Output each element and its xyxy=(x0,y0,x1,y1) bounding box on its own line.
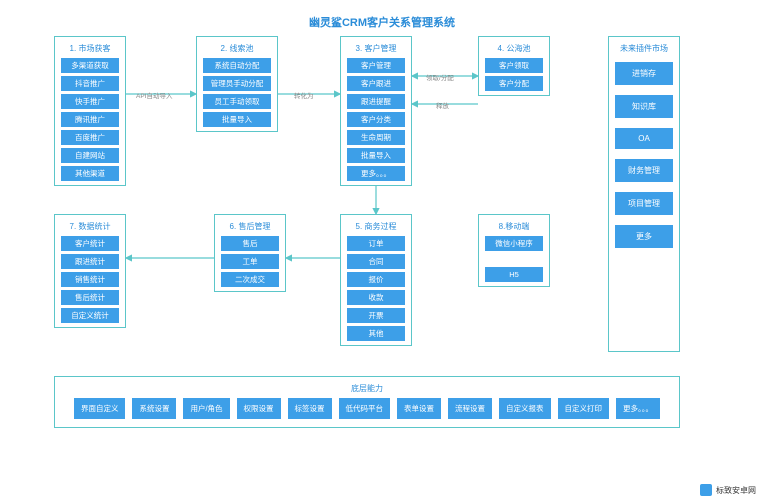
module-item: 订单 xyxy=(347,236,405,251)
module-title: 2. 线索池 xyxy=(203,43,271,54)
module-item: 微信小程序 xyxy=(485,236,543,251)
footer-logo-icon xyxy=(700,484,712,496)
edge-label: 领取/分配 xyxy=(426,72,454,82)
module-title: 未来插件市场 xyxy=(615,43,673,54)
capability-item: 界面自定义 xyxy=(74,398,126,419)
module-item: 生命周期 xyxy=(347,130,405,145)
module-item: 客户分类 xyxy=(347,112,405,127)
plugin-item: 财务管理 xyxy=(615,159,673,182)
edge-label: 释放 xyxy=(436,100,449,110)
module-item: 管理员手动分配 xyxy=(203,76,271,91)
module-item: 快手推广 xyxy=(61,94,119,109)
module-title: 8.移动端 xyxy=(485,221,543,232)
capability-item: 流程设置 xyxy=(448,398,492,419)
page-title: 幽灵鲨CRM客户关系管理系统 xyxy=(0,0,764,30)
module-item: 报价 xyxy=(347,272,405,287)
module-title: 7. 数据统计 xyxy=(61,221,119,232)
module-item: 自建网站 xyxy=(61,148,119,163)
footer: 标致安卓网 xyxy=(700,484,756,496)
module-item: 批量导入 xyxy=(347,148,405,163)
module-item: 多渠道获取 xyxy=(61,58,119,73)
module-title: 底层能力 xyxy=(65,383,669,394)
capability-item: 标签设置 xyxy=(288,398,332,419)
module-item: 抖音推广 xyxy=(61,76,119,91)
module-m4: 4. 公海池客户领取客户分配 xyxy=(478,36,550,96)
diagram-canvas: 1. 市场获客多渠道获取抖音推广快手推广腾讯推广百度推广自建网站其他渠道 2. 线… xyxy=(36,36,728,446)
module-item: 跟进提醒 xyxy=(347,94,405,109)
module-item: 其他 xyxy=(347,326,405,341)
module-item: 开票 xyxy=(347,308,405,323)
capability-item: 表单设置 xyxy=(397,398,441,419)
capability-item: 用户/角色 xyxy=(183,398,229,419)
plugin-item: 知识库 xyxy=(615,95,673,118)
module-item: 其他渠道 xyxy=(61,166,119,181)
module-m1: 1. 市场获客多渠道获取抖音推广快手推广腾讯推广百度推广自建网站其他渠道 xyxy=(54,36,126,186)
module-title: 4. 公海池 xyxy=(485,43,543,54)
module-title: 5. 商务过程 xyxy=(347,221,405,232)
module-item: 客户领取 xyxy=(485,58,543,73)
module-item: 销售统计 xyxy=(61,272,119,287)
plugin-item: 项目管理 xyxy=(615,192,673,215)
module-item: 客户分配 xyxy=(485,76,543,91)
plugin-item: OA xyxy=(615,128,673,149)
module-item: 合同 xyxy=(347,254,405,269)
module-item: 跟进统计 xyxy=(61,254,119,269)
module-m8: 8.移动端微信小程序 H5 xyxy=(478,214,550,287)
module-item: 更多。。。 xyxy=(347,166,405,181)
module-m2: 2. 线索池系统自动分配管理员手动分配员工手动领取批量导入 xyxy=(196,36,278,132)
capability-item: 更多。。。 xyxy=(616,398,660,419)
module-item: 百度推广 xyxy=(61,130,119,145)
module-item: 系统自动分配 xyxy=(203,58,271,73)
module-item: 售后统计 xyxy=(61,290,119,305)
bottom-row: 界面自定义系统设置用户/角色权限设置标签设置低代码平台表单设置流程设置自定义报表… xyxy=(65,398,669,419)
module-item: 收款 xyxy=(347,290,405,305)
module-title: 1. 市场获客 xyxy=(61,43,119,54)
plugin-item: 进销存 xyxy=(615,62,673,85)
module-m6: 6. 售后管理售后工单二次成交 xyxy=(214,214,286,292)
module-item: 客户跟进 xyxy=(347,76,405,91)
module-right: 未来插件市场进销存知识库 OA 财务管理项目管理更多 xyxy=(608,36,680,352)
module-m3: 3. 客户管理客户管理客户跟进跟进提醒客户分类生命周期批量导入更多。。。 xyxy=(340,36,412,186)
module-m5: 5. 商务过程订单合同报价收款开票其他 xyxy=(340,214,412,346)
edge-label: 转化为 xyxy=(294,90,314,100)
footer-brand: 标致安卓网 xyxy=(716,485,756,496)
capability-item: 系统设置 xyxy=(132,398,176,419)
module-item: 批量导入 xyxy=(203,112,271,127)
edge-label: API自动导入 xyxy=(136,90,172,100)
module-item: 售后 xyxy=(221,236,279,251)
module-item: 员工手动领取 xyxy=(203,94,271,109)
module-title: 3. 客户管理 xyxy=(347,43,405,54)
module-item: 二次成交 xyxy=(221,272,279,287)
capability-item: 自定义报表 xyxy=(499,398,551,419)
module-bottom: 底层能力界面自定义系统设置用户/角色权限设置标签设置低代码平台表单设置流程设置自… xyxy=(54,376,680,428)
module-item: 客户管理 xyxy=(347,58,405,73)
module-m7: 7. 数据统计客户统计跟进统计销售统计售后统计自定义统计 xyxy=(54,214,126,328)
module-item: 自定义统计 xyxy=(61,308,119,323)
plugin-item: 更多 xyxy=(615,225,673,248)
module-item: 腾讯推广 xyxy=(61,112,119,127)
capability-item: 权限设置 xyxy=(237,398,281,419)
module-item: 客户统计 xyxy=(61,236,119,251)
module-item: 工单 xyxy=(221,254,279,269)
capability-item: 低代码平台 xyxy=(339,398,391,419)
module-item: H5 xyxy=(485,267,543,282)
module-title: 6. 售后管理 xyxy=(221,221,279,232)
capability-item: 自定义打印 xyxy=(558,398,610,419)
